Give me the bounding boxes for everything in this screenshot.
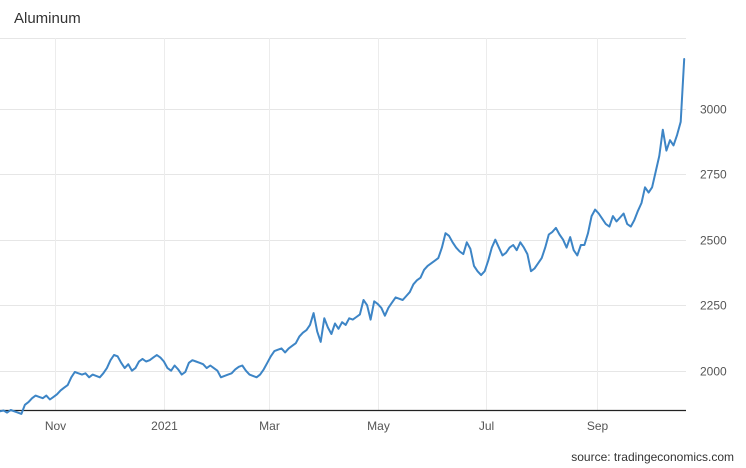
y-tick-label: 2250 bbox=[700, 299, 727, 313]
chart-title: Aluminum bbox=[14, 10, 81, 27]
series-layer bbox=[0, 58, 686, 415]
y-tick-label: 2500 bbox=[700, 234, 727, 248]
label-layer: 2000 2250 2500 2750 3000 Nov 2021 Mar May Jul Sep bbox=[45, 103, 727, 434]
x-tick-label: May bbox=[367, 419, 390, 433]
x-tick-label: Mar bbox=[259, 419, 280, 433]
source-credit: source: tradingeconomics.com bbox=[571, 450, 734, 464]
x-tick-label: 2021 bbox=[151, 419, 178, 433]
grid-layer bbox=[0, 38, 686, 410]
y-tick-label: 2750 bbox=[700, 168, 727, 182]
x-tick-label: Nov bbox=[45, 419, 66, 433]
series-line-aluminum bbox=[0, 58, 686, 415]
y-tick-label: 2000 bbox=[700, 365, 727, 379]
x-tick-label: Jul bbox=[479, 419, 494, 433]
y-tick-label: 3000 bbox=[700, 103, 727, 117]
x-tick-label: Sep bbox=[587, 419, 609, 433]
